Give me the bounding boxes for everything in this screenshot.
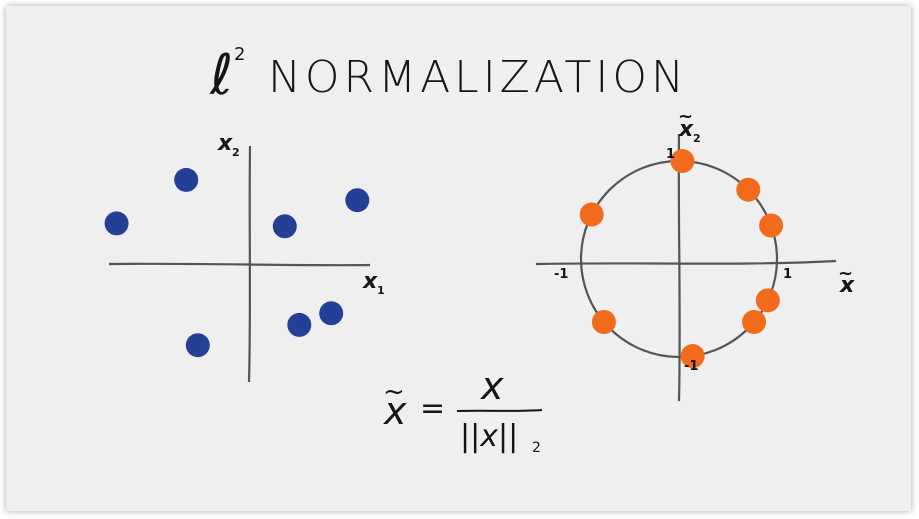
- normalized-point: [591, 309, 616, 334]
- formula-lhs-tilde: ~: [383, 377, 405, 407]
- normalized-point: [670, 149, 695, 174]
- right-x-axis: [535, 259, 837, 266]
- diagram-canvas: ℓ 2 NORMALIZATION x 1 x 2 1 -1 1 -1 ~ x …: [104, 43, 855, 456]
- svg-text:x: x: [362, 269, 378, 294]
- title-word: NORMALIZATION: [268, 52, 688, 103]
- formula-denominator: ||x||: [460, 419, 518, 454]
- svg-text:x: x: [839, 273, 855, 298]
- whiteboard-sheet: ℓ 2 NORMALIZATION x 1 x 2 1 -1 1 -1 ~ x …: [6, 6, 911, 511]
- svg-text:2: 2: [693, 132, 701, 145]
- right-y-axis: [677, 133, 681, 402]
- left-x-axis-label: x 1: [362, 269, 385, 297]
- tick-label-pos-x: 1: [783, 267, 792, 282]
- data-point: [319, 301, 344, 326]
- formula-denominator-sub: 2: [532, 440, 541, 456]
- data-point: [185, 333, 210, 358]
- left-y-axis-label: x 2: [217, 131, 240, 159]
- formula-lhs: x: [383, 389, 407, 433]
- right-y-axis-label: ~ x 2: [678, 106, 701, 145]
- normalized-point: [736, 177, 761, 202]
- tick-label-neg-x: -1: [554, 267, 568, 282]
- data-point: [272, 214, 297, 239]
- normalized-point: [579, 202, 604, 227]
- data-point: [174, 167, 199, 192]
- tilde-mark: ~: [678, 106, 693, 127]
- right-data-points: [579, 149, 784, 369]
- fraction-bar: [456, 409, 543, 412]
- data-point: [345, 188, 370, 213]
- normalized-point: [742, 309, 767, 334]
- data-point: [287, 312, 312, 337]
- tilde-mark: ~: [838, 263, 853, 284]
- data-point: [104, 211, 129, 236]
- formula-equals: =: [420, 391, 445, 426]
- normalized-point: [755, 288, 780, 313]
- svg-text:2: 2: [232, 146, 240, 159]
- formula: ~ x = x ||x|| 2: [383, 364, 543, 456]
- svg-text:x: x: [678, 117, 694, 142]
- left-x-axis: [108, 262, 371, 267]
- normalized-point: [759, 213, 784, 238]
- right-x-axis-label: ~ x: [838, 263, 855, 298]
- normalized-point: [680, 344, 705, 369]
- svg-text:x: x: [217, 131, 233, 156]
- tick-label-neg-y: -1: [684, 359, 698, 374]
- svg-text:1: 1: [377, 284, 385, 297]
- left-y-axis: [247, 145, 252, 383]
- left-data-points: [104, 167, 370, 358]
- title-ell: ℓ: [209, 43, 233, 108]
- tick-label-pos-y: 1: [666, 147, 675, 162]
- title-exponent: 2: [234, 44, 245, 65]
- formula-numerator: x: [480, 364, 504, 408]
